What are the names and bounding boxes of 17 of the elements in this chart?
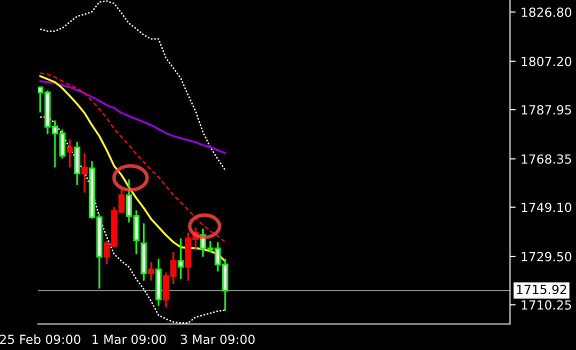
candlestick (81, 153, 88, 193)
line-series (39, 0, 226, 171)
x-tick-label: 1 Mar 09:00 (92, 334, 166, 344)
candlestick (178, 238, 184, 280)
y-tick-label: 1768.35 (522, 154, 572, 164)
y-tick-label: 1729.50 (522, 252, 572, 262)
candlestick (148, 262, 154, 281)
candlestick (66, 139, 73, 168)
ref-line-label: 1715.92 (517, 284, 566, 294)
x-tick-label: 25 Feb 09:00 (0, 334, 80, 344)
y-tick-label: 1826.80 (522, 8, 572, 17)
y-tick-label: 1710.25 (522, 300, 572, 310)
y-tick-label: 1787.95 (522, 105, 572, 115)
line-series (39, 80, 226, 154)
y-tick-label: 1807.20 (522, 56, 572, 66)
x-tick-label: 3 Mar 09:00 (180, 334, 255, 344)
y-tick-label: 1749.10 (522, 202, 572, 212)
